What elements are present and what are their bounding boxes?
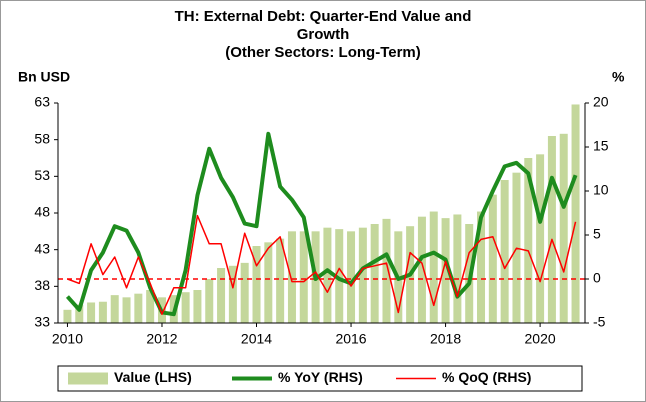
bar bbox=[524, 158, 533, 323]
line-series bbox=[65, 131, 578, 317]
y-tick-label: 48 bbox=[34, 204, 50, 220]
bar bbox=[193, 290, 202, 323]
bar bbox=[63, 309, 72, 323]
y2-tick-label: 5 bbox=[593, 226, 601, 242]
bar bbox=[453, 214, 462, 323]
bar bbox=[134, 293, 143, 323]
bar bbox=[382, 218, 391, 323]
y-tick-label: 63 bbox=[34, 94, 50, 110]
y2-tick-label: 0 bbox=[593, 270, 601, 286]
bar bbox=[500, 180, 509, 323]
bar bbox=[299, 231, 308, 323]
x-tick-label: 2010 bbox=[52, 331, 83, 347]
bar bbox=[323, 227, 332, 323]
y-tick-label: 58 bbox=[34, 130, 50, 146]
x-tick-label: 2018 bbox=[430, 331, 461, 347]
y2-tick-label: -5 bbox=[593, 314, 606, 330]
bar bbox=[252, 246, 261, 323]
bar bbox=[146, 290, 155, 323]
y-tick-label: 33 bbox=[34, 314, 50, 330]
bar bbox=[488, 194, 497, 323]
legend-box bbox=[57, 365, 583, 392]
line-series bbox=[67, 214, 577, 315]
bar bbox=[276, 238, 285, 323]
y2-tick-label: 10 bbox=[593, 182, 609, 198]
bar bbox=[547, 136, 556, 323]
bar bbox=[75, 304, 84, 323]
bar bbox=[417, 216, 426, 323]
y-tick-label: 43 bbox=[34, 240, 50, 256]
bar bbox=[536, 154, 545, 323]
x-tick-label: 2020 bbox=[525, 331, 556, 347]
bar bbox=[110, 295, 119, 323]
y-tick-label: 53 bbox=[34, 167, 50, 183]
bar bbox=[240, 262, 249, 323]
bar bbox=[347, 231, 356, 323]
bar bbox=[571, 104, 580, 323]
chart-title-block: TH: External Debt: Quarter-End Value and… bbox=[150, 8, 496, 62]
legend-label: Value (LHS) bbox=[114, 369, 192, 385]
bar bbox=[358, 227, 367, 323]
bar bbox=[205, 279, 214, 323]
bar bbox=[429, 211, 438, 323]
legend-swatch bbox=[68, 372, 108, 385]
bar bbox=[264, 242, 273, 323]
y2-axis-label: % bbox=[612, 69, 625, 85]
x-tick-label: 2014 bbox=[241, 331, 272, 347]
bar bbox=[98, 301, 107, 323]
chart-title: TH: External Debt: Quarter-End Value and… bbox=[174, 8, 472, 43]
bar bbox=[477, 211, 486, 323]
bar bbox=[217, 268, 226, 323]
bar bbox=[335, 229, 344, 323]
bar bbox=[228, 265, 237, 323]
bar bbox=[559, 133, 568, 323]
bar bbox=[370, 224, 379, 323]
x-tick-label: 2012 bbox=[146, 331, 177, 347]
y2-tick-label: 15 bbox=[593, 138, 609, 154]
chart-subtitle: (Other Sectors: Long-Term) bbox=[225, 44, 421, 61]
bar bbox=[287, 231, 296, 323]
legend-label: % YoY (RHS) bbox=[278, 369, 363, 385]
legend-label: % QoQ (RHS) bbox=[442, 369, 531, 385]
y-axis-label: Bn USD bbox=[18, 69, 70, 85]
y-tick-label: 38 bbox=[34, 277, 50, 293]
bar bbox=[87, 302, 96, 323]
bar bbox=[181, 292, 190, 323]
bar bbox=[441, 218, 450, 323]
bar bbox=[122, 297, 131, 323]
x-tick-label: 2016 bbox=[335, 331, 366, 347]
y2-tick-label: 20 bbox=[593, 94, 609, 110]
